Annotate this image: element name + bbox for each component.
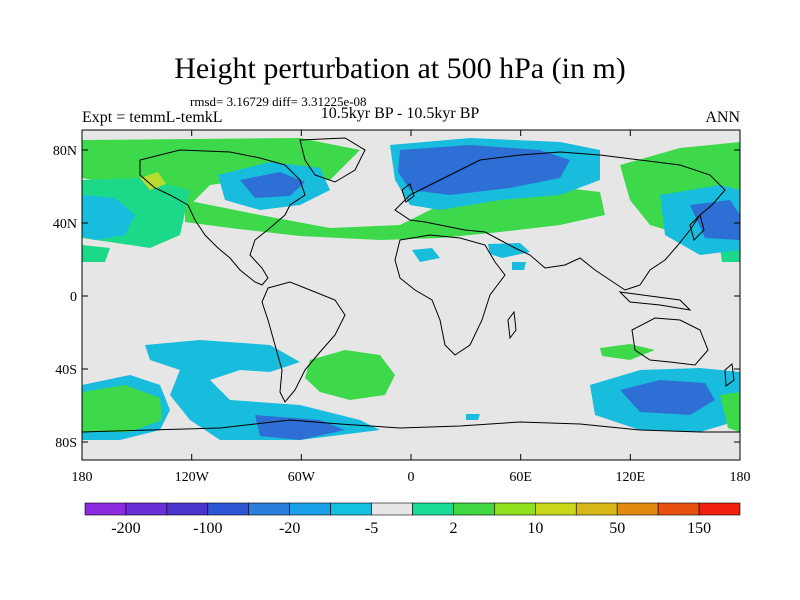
colorbar-swatch	[289, 502, 331, 516]
contour-cyan-npacific	[82, 195, 135, 240]
coast-antarctica	[82, 419, 740, 433]
coast-europe-asia	[394, 151, 726, 291]
colorbar-swatch	[125, 502, 168, 516]
coast-australia	[631, 317, 709, 366]
colorbar-swatch	[248, 502, 290, 516]
colorbar-label: 150	[687, 520, 711, 537]
experiment-label: Expt = temmL-temkL	[82, 109, 223, 126]
colorbar-labels: -200 -100 -20 -5 2 10 50 150	[111, 520, 711, 537]
colorbar-label: 50	[609, 520, 625, 537]
contour-field	[82, 138, 740, 440]
lon-label: 120E	[616, 470, 646, 485]
colorbar-label: -20	[279, 520, 300, 537]
coast-japan	[689, 214, 705, 241]
colorbar-label: -200	[111, 520, 140, 537]
colorbar-swatch	[330, 502, 372, 516]
colorbar-swatch	[575, 502, 618, 516]
map-title: Height perturbation at 500 hPa (in m)	[174, 52, 626, 85]
contour-blue-nw-pacific	[690, 200, 740, 240]
colorbar-label: -5	[365, 520, 378, 537]
lon-label: 180	[730, 470, 751, 485]
colorbar-swatch	[616, 502, 659, 516]
colorbar-swatch	[84, 502, 127, 516]
lon-axis: 180 120W 60W 0 60E 120E 180	[72, 130, 751, 485]
contour-cyan-small	[466, 414, 480, 420]
lon-label: 120W	[175, 470, 210, 485]
contour-blue-canada	[240, 172, 305, 198]
colorbar-label: -100	[193, 520, 222, 537]
lon-label: 60W	[288, 470, 316, 485]
colorbar-swatch	[657, 502, 700, 516]
lat-label: 40S	[55, 363, 77, 378]
colorbar-swatch	[535, 502, 577, 516]
coast-uk	[401, 183, 415, 203]
coast-south-america	[261, 281, 346, 403]
lon-label: 60E	[509, 470, 532, 485]
coast-north-america	[139, 149, 306, 286]
lon-label: 0	[408, 470, 415, 485]
lat-label: 0	[70, 290, 77, 305]
colorbar-swatch	[371, 502, 413, 516]
coast-greenland	[299, 137, 366, 183]
contour-yellow-pacific	[140, 172, 166, 190]
lat-label: 40N	[53, 217, 77, 232]
contour-cyan-south-pacific	[145, 340, 380, 440]
contour-blue-europe	[398, 145, 570, 195]
stats-text: rmsd= 3.16729 diff= 3.31225e-08	[190, 94, 367, 109]
contour-cyan-arabia	[488, 243, 530, 258]
lat-axis: 80N 40N 0 40S 80S	[53, 144, 740, 451]
colorbar-swatch	[412, 502, 454, 516]
colorbar-label: 2	[449, 520, 457, 537]
colorbar-swatch	[698, 502, 741, 516]
colorbar	[84, 502, 741, 516]
lon-label: 180	[72, 470, 93, 485]
coast-indonesia	[618, 291, 692, 311]
colorbar-swatch	[494, 502, 536, 516]
coast-new-zealand	[724, 363, 735, 387]
contour-green-indian	[600, 344, 655, 360]
contour-green-se	[720, 392, 740, 432]
coastlines	[82, 137, 740, 433]
lat-label: 80S	[55, 436, 77, 451]
colorbar-swatch	[453, 502, 495, 516]
colorbar-swatch	[166, 502, 209, 516]
contour-green-sw	[82, 385, 162, 432]
contour-cyan-africa	[412, 248, 440, 262]
season-label: ANN	[705, 109, 740, 126]
coast-madagascar	[507, 310, 517, 340]
coast-africa	[394, 234, 506, 356]
contour-blue-south-indian	[620, 380, 715, 415]
lat-label: 80N	[53, 144, 77, 159]
colorbar-label: 10	[527, 520, 543, 537]
contour-cyan-persia	[512, 262, 526, 270]
colorbar-swatch	[207, 502, 250, 516]
contour-teal-nw	[82, 245, 110, 262]
period-label: 10.5kyr BP - 10.5kyr BP	[320, 105, 480, 122]
contour-green-south-atlantic	[305, 350, 395, 400]
